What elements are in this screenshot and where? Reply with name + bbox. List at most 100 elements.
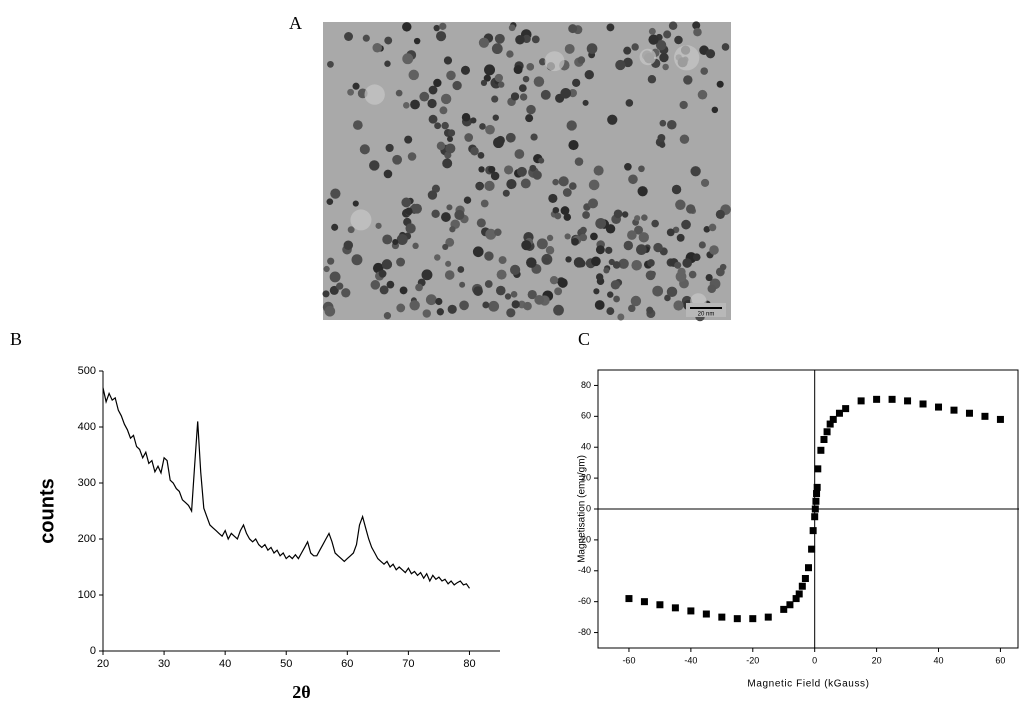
particle: [526, 257, 537, 268]
particle: [700, 178, 710, 187]
scale-label: 20 nm: [698, 312, 715, 318]
particle: [473, 286, 483, 296]
particle: [494, 73, 503, 83]
particle: [511, 300, 520, 309]
particle: [485, 228, 497, 240]
particle: [409, 300, 420, 311]
particle: [623, 57, 633, 68]
particle: [674, 35, 683, 45]
particle: [404, 135, 413, 144]
particle: [569, 182, 577, 190]
particle: [386, 280, 395, 289]
particle: [674, 261, 682, 269]
particle: [479, 123, 486, 130]
x-tick-label: 60: [995, 655, 1005, 665]
particle: [554, 212, 562, 220]
particle: [557, 278, 568, 288]
particle: [659, 119, 667, 127]
particle: [613, 295, 620, 303]
particle: [646, 306, 654, 314]
particle: [484, 180, 495, 191]
data-point: [671, 604, 679, 612]
particle: [372, 42, 383, 53]
particle: [452, 80, 462, 91]
particle: [475, 182, 484, 191]
particle: [491, 95, 499, 103]
particle: [593, 288, 600, 295]
data-point: [811, 513, 819, 521]
particle: [447, 304, 457, 314]
blob: [364, 84, 385, 105]
particle: [522, 75, 530, 83]
particle: [531, 35, 540, 44]
data-point: [996, 415, 1004, 423]
particle: [634, 225, 644, 235]
particle: [526, 63, 535, 71]
particle: [552, 206, 560, 214]
y-tick-label: -20: [578, 534, 591, 544]
particle: [506, 178, 517, 190]
particle: [496, 269, 507, 280]
particle: [588, 198, 599, 209]
data-point: [811, 505, 819, 513]
particle: [408, 69, 420, 81]
particle: [534, 295, 545, 305]
particle: [427, 190, 438, 200]
particle: [327, 60, 334, 68]
particle: [434, 254, 441, 261]
particle: [645, 270, 656, 281]
data-point: [823, 428, 831, 436]
particle: [612, 261, 621, 269]
particle: [586, 43, 598, 54]
data-point: [801, 575, 809, 582]
particle: [647, 75, 657, 84]
particle: [413, 37, 421, 45]
particle: [379, 285, 389, 295]
particle: [593, 165, 604, 176]
particle: [326, 198, 334, 206]
particle: [568, 139, 579, 151]
particle: [625, 99, 634, 107]
particle: [483, 74, 491, 82]
particle: [532, 170, 542, 180]
particle: [549, 275, 559, 285]
particle: [449, 226, 456, 233]
particle: [526, 104, 536, 115]
particle: [582, 211, 590, 219]
particle: [405, 223, 416, 234]
particle: [375, 222, 382, 229]
particle: [516, 166, 527, 177]
particle: [494, 228, 502, 236]
particle: [445, 143, 456, 154]
particle: [446, 70, 456, 81]
particle: [347, 88, 354, 96]
data-point: [786, 601, 794, 609]
particle: [648, 27, 656, 35]
particle: [562, 188, 572, 197]
particle: [538, 157, 545, 164]
particle: [480, 199, 489, 208]
x-tick-label: 30: [158, 658, 170, 670]
particle: [410, 99, 420, 110]
particle: [591, 256, 601, 267]
particle: [351, 254, 363, 266]
particle: [434, 122, 442, 130]
particle: [506, 50, 514, 58]
particle: [492, 114, 499, 121]
particle: [476, 218, 486, 228]
particle: [359, 144, 370, 155]
particle: [495, 285, 506, 296]
particle: [352, 200, 359, 207]
particle: [560, 206, 570, 215]
particle: [685, 204, 696, 214]
particle: [709, 245, 719, 255]
particle: [443, 56, 453, 65]
panel-label: C: [578, 329, 590, 349]
particle: [344, 32, 354, 41]
tem-image: [322, 21, 731, 322]
data-point: [749, 615, 757, 623]
particle: [659, 141, 666, 148]
particle: [383, 169, 393, 179]
data-point: [805, 564, 812, 572]
